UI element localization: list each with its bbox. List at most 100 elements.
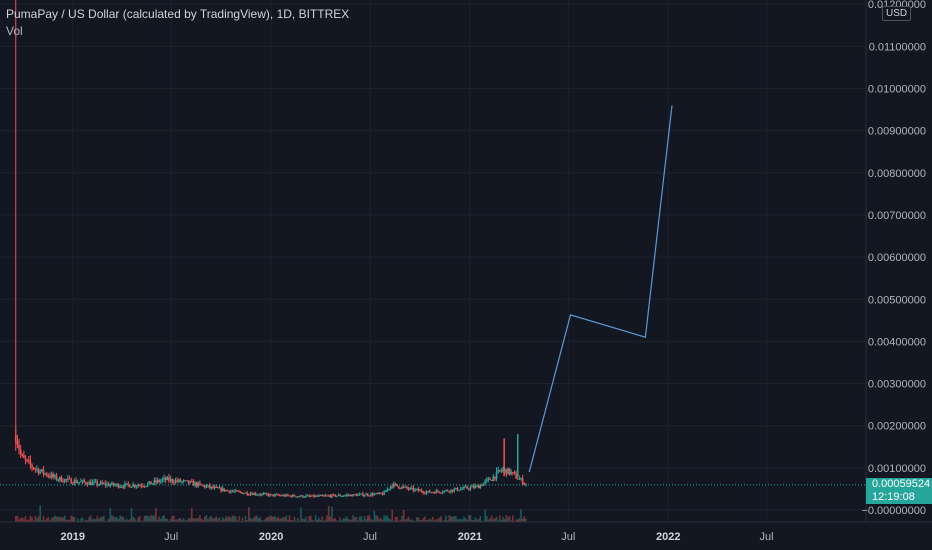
volume-bar: [505, 515, 508, 522]
volume-bar: [241, 517, 244, 522]
volume-bar: [440, 516, 442, 522]
candle-body: [189, 481, 191, 484]
volume-bar: [94, 519, 97, 522]
volume-bar: [99, 517, 102, 522]
volume-bar: [326, 515, 328, 522]
y-tick-label: 0.00100000: [868, 463, 926, 475]
candle-body: [41, 469, 43, 472]
candle-body: [502, 469, 504, 471]
candle-body: [285, 494, 288, 497]
volume-bar: [415, 517, 418, 522]
candle-body: [353, 494, 356, 496]
volume-bar: [476, 519, 478, 522]
volume-bar: [127, 520, 130, 522]
candle-body: [262, 493, 265, 495]
volume-bar: [57, 516, 59, 522]
volume-bar: [409, 519, 411, 522]
volume-bar: [497, 520, 499, 522]
volume-bar: [324, 519, 327, 522]
candle-body: [303, 497, 306, 499]
volume-bar: [55, 516, 58, 522]
volume-bar: [45, 518, 48, 522]
grid-lines: [0, 0, 866, 522]
candle-body: [296, 496, 299, 498]
volume-bar: [119, 515, 121, 522]
candle-body: [499, 470, 501, 472]
candle-body: [137, 485, 139, 487]
volume-bar: [322, 520, 325, 522]
volume-bar: [380, 517, 382, 522]
volume-bar: [176, 519, 178, 522]
volume-bar: [252, 517, 255, 522]
volume-bar: [314, 515, 317, 522]
volume-bar: [143, 515, 146, 522]
candle-body: [459, 488, 462, 491]
candle-body: [428, 490, 431, 493]
volume-bar: [381, 519, 384, 522]
candle-body: [163, 477, 165, 480]
candle-body: [85, 482, 87, 485]
candle-body: [132, 484, 134, 487]
volume-bar: [146, 515, 149, 522]
volume-bar: [166, 518, 169, 522]
candle-body: [23, 455, 25, 458]
candle-body: [464, 486, 467, 488]
candle-body: [72, 483, 74, 485]
volume-bar: [459, 519, 462, 522]
y-tick-label: 0.01000000: [868, 84, 926, 96]
candle-body: [327, 495, 330, 497]
candle-body: [371, 493, 374, 496]
candle-body: [391, 486, 394, 488]
volume-bar: [199, 515, 201, 522]
candle-body: [319, 495, 322, 497]
volume-bar: [370, 519, 372, 522]
volume-bar: [516, 519, 519, 522]
volume-bar: [42, 515, 45, 522]
volume-bar: [208, 517, 211, 522]
volume-bar: [93, 518, 95, 522]
candle-body: [415, 488, 418, 490]
candle-body: [337, 494, 340, 496]
candle-body: [352, 494, 354, 497]
volume-bar: [296, 518, 299, 522]
candle-body: [407, 488, 410, 490]
candle-body: [293, 494, 296, 497]
volume-bar: [23, 518, 25, 522]
candle-body: [292, 494, 294, 497]
x-tick-label: Jul: [760, 531, 774, 543]
candle-body: [404, 486, 407, 488]
volume-bar: [448, 515, 451, 522]
volume-bar: [213, 518, 216, 522]
volume-bar: [163, 515, 165, 522]
volume-bar: [228, 516, 231, 522]
volume-bar: [290, 519, 293, 522]
volume-bar: [518, 517, 521, 522]
candle-body: [412, 487, 415, 491]
volume-bar: [510, 520, 513, 522]
currency-badge[interactable]: USD: [882, 6, 912, 21]
volume-bar: [502, 516, 504, 522]
volume-bar: [311, 519, 314, 522]
trend-drawing[interactable]: [528, 105, 673, 473]
volume-bar: [283, 517, 286, 522]
candle-body: [402, 486, 405, 488]
candle-body: [283, 495, 286, 497]
price-axis[interactable]: −0.00000000 0.00100000 0.00200000 0.0030000…: [861, 0, 926, 517]
candle-body: [99, 482, 102, 485]
candle-body: [424, 493, 426, 495]
candle-body: [277, 494, 279, 496]
volume-bar: [60, 517, 63, 522]
time-axis[interactable]: 2019 Jul 2020 Jul 2021 Jul 2022 Jul: [61, 531, 774, 543]
volume-bar: [86, 520, 89, 522]
last-price-tag: 0.00059524 12:19:08: [866, 478, 932, 504]
volume-bar: [499, 515, 501, 522]
candle-body: [150, 481, 152, 485]
volume-bar: [512, 515, 514, 522]
candle-body: [365, 494, 367, 496]
candle-body: [160, 480, 162, 482]
candle-body: [384, 491, 387, 493]
volume-bar: [85, 519, 87, 522]
candle-body: [350, 494, 353, 497]
volume-bar: [200, 518, 203, 522]
